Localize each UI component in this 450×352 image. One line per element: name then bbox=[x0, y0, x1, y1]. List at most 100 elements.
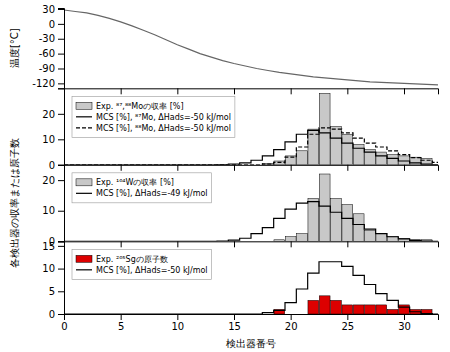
tick-mark bbox=[404, 165, 405, 171]
tick-label: 10 bbox=[171, 321, 184, 332]
tick: 10 bbox=[42, 134, 64, 145]
bar bbox=[297, 151, 308, 165]
bar bbox=[399, 305, 410, 314]
tick bbox=[234, 88, 235, 94]
bar bbox=[331, 127, 342, 165]
legend-swatch bbox=[76, 255, 92, 262]
legend-label: MCS [%], ΔHads=-50 kJ/mol bbox=[96, 266, 208, 275]
bar bbox=[285, 237, 296, 242]
bar bbox=[399, 156, 410, 165]
line bbox=[64, 10, 438, 85]
tick bbox=[177, 88, 178, 94]
tick: 10 bbox=[42, 263, 64, 274]
bar-series bbox=[263, 93, 432, 164]
tick-mark bbox=[234, 241, 235, 247]
tick-mark bbox=[121, 241, 122, 247]
axis-line bbox=[65, 165, 439, 171]
bar bbox=[319, 174, 330, 241]
axis-line bbox=[65, 242, 439, 248]
legend-swatch bbox=[76, 102, 92, 109]
legend-label: Exp. ²⁶⁵Sgの原子数 bbox=[96, 255, 168, 264]
bar bbox=[342, 305, 353, 314]
axis-line bbox=[65, 89, 439, 95]
tick-mark bbox=[291, 241, 292, 247]
axis-line bbox=[58, 165, 65, 242]
step-line bbox=[64, 202, 438, 242]
tick: 5 bbox=[49, 286, 64, 297]
tick: 15 bbox=[228, 314, 241, 332]
axis-line bbox=[65, 315, 439, 321]
tick: 10 bbox=[42, 205, 64, 216]
tick: 30 bbox=[398, 314, 411, 332]
tick-mark bbox=[347, 314, 348, 320]
legend-label: MCS [%], ΔHads=-49 kJ/mol bbox=[96, 189, 208, 198]
tick-mark bbox=[234, 165, 235, 171]
bar bbox=[353, 305, 364, 314]
tick-label: 30 bbox=[42, 4, 55, 15]
tick-mark bbox=[347, 88, 348, 94]
tick-label: 10 bbox=[42, 263, 55, 274]
bar-series bbox=[274, 296, 432, 314]
tick-label: 10 bbox=[42, 134, 55, 145]
tick-label: 0 bbox=[61, 321, 67, 332]
legend-item: MCS [%], ΔHads=-50 kJ/mol bbox=[76, 266, 208, 275]
tick-mark bbox=[177, 88, 178, 94]
tick bbox=[291, 88, 292, 94]
tick-label: 25 bbox=[341, 321, 354, 332]
tick bbox=[121, 165, 122, 171]
tick: 20 bbox=[42, 175, 64, 186]
step-line bbox=[64, 262, 438, 314]
bar bbox=[297, 234, 308, 242]
tick bbox=[177, 241, 178, 247]
tick: -30 bbox=[39, 33, 64, 44]
bar bbox=[365, 305, 376, 314]
bar bbox=[365, 231, 376, 242]
tick: -120 bbox=[32, 78, 64, 89]
tick-mark bbox=[177, 314, 178, 320]
tick bbox=[121, 88, 122, 94]
tick-mark bbox=[58, 180, 64, 181]
tick bbox=[404, 241, 405, 247]
panel: 01020各検出器の収率または原子数Exp. ¹⁶⁴Wの収率 [%]MCS [%… bbox=[9, 138, 439, 268]
tick: 0 bbox=[61, 314, 67, 332]
tick-mark bbox=[291, 314, 292, 320]
tick-label: 15 bbox=[42, 241, 55, 252]
legend: Exp. ²⁶⁵Sgの原子数 MCS [%], ΔHads=-50 kJ/mol bbox=[72, 249, 212, 279]
tick: 25 bbox=[341, 314, 354, 332]
bar bbox=[274, 161, 285, 165]
tick bbox=[234, 241, 235, 247]
tick-mark bbox=[234, 88, 235, 94]
tick-label: 20 bbox=[42, 175, 55, 186]
y-axis: 051015 bbox=[42, 241, 64, 320]
x-axis bbox=[65, 165, 439, 171]
y-axis-title: 温度[°C] bbox=[9, 28, 20, 68]
tick-mark bbox=[121, 314, 122, 320]
tick-mark bbox=[121, 88, 122, 94]
tick: -90 bbox=[39, 63, 64, 74]
legend-box bbox=[72, 173, 212, 203]
x-axis bbox=[65, 241, 439, 247]
tick: 5 bbox=[118, 314, 124, 332]
legend-box bbox=[72, 96, 235, 137]
tick-label: 5 bbox=[118, 321, 124, 332]
tick-mark bbox=[347, 241, 348, 247]
legend-label: Exp. ¹⁶⁴Wの収率 [%] bbox=[96, 178, 174, 187]
x-axis: 051015202530 bbox=[61, 314, 438, 332]
plot-area bbox=[64, 174, 438, 241]
y-axis: 01020 bbox=[42, 89, 64, 171]
bar bbox=[387, 237, 398, 242]
tick-mark bbox=[291, 165, 292, 171]
legend-label: Exp. ⁸⁷,⁸⁸Moの収率 [%] bbox=[96, 102, 184, 111]
tick bbox=[404, 165, 405, 171]
legend-box bbox=[72, 249, 212, 279]
panel: 051015051015202530検出器番号Exp. ²⁶⁵Sgの原子数MCS… bbox=[42, 241, 438, 349]
chart: -120-90-60-30030温度[°C]01020Exp. ⁸⁷,⁸⁸Moの… bbox=[0, 0, 450, 352]
bar bbox=[376, 234, 387, 242]
bar bbox=[353, 144, 364, 164]
panel: -120-90-60-30030温度[°C] bbox=[9, 4, 439, 95]
tick-label: 30 bbox=[398, 321, 411, 332]
plot-area bbox=[64, 10, 438, 85]
y-axis-title: 各検出器の収率または原子数 bbox=[9, 138, 20, 268]
tick-label: -90 bbox=[39, 63, 55, 74]
legend-item: Exp. ²⁶⁵Sgの原子数 bbox=[76, 255, 168, 264]
